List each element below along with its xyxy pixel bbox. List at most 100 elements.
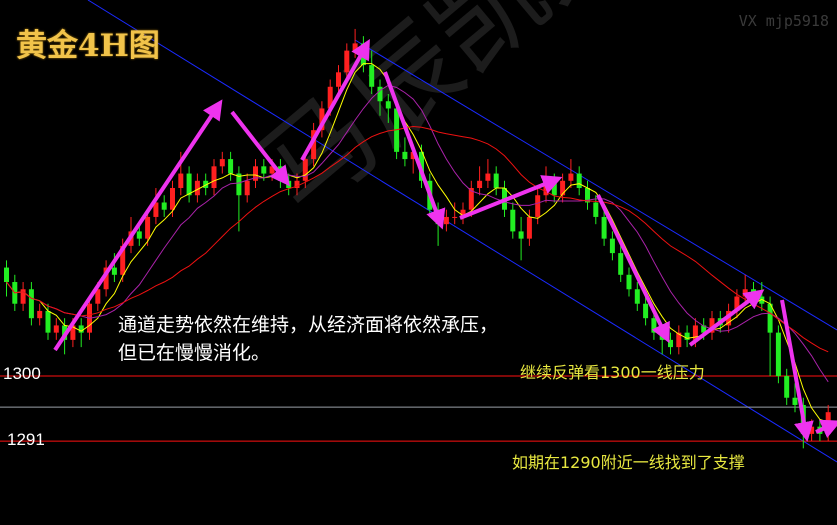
candle-body <box>410 151 416 160</box>
candle-body <box>186 173 192 196</box>
candle-body <box>369 65 375 87</box>
candle-body <box>767 303 773 333</box>
candle-body <box>634 289 640 304</box>
candle-body <box>535 195 541 217</box>
candle-body <box>103 267 109 290</box>
ma-mid-line <box>6 84 829 383</box>
candle-body <box>510 209 516 232</box>
candle-body <box>668 339 673 348</box>
candle-body <box>170 188 175 210</box>
candle-body <box>145 216 151 239</box>
candle-body <box>344 50 350 73</box>
candle-body <box>37 310 43 319</box>
contact-label: VX mjp5918 <box>738 12 829 30</box>
main-annotation-line-1: 通道走势依然在维持，从经济面将依然承压， <box>118 314 499 336</box>
candle-body <box>111 267 117 275</box>
candle-body <box>485 173 491 181</box>
candle-body <box>178 173 184 189</box>
candle-body <box>120 245 126 275</box>
trend-arrow <box>230 110 290 187</box>
candle-body <box>95 289 101 304</box>
main-annotation-line-2: 但已在慢慢消化。 <box>118 342 271 364</box>
level-label-1300: 1300 <box>3 364 41 383</box>
channel-upper-line <box>354 39 837 331</box>
candle-body <box>244 180 250 196</box>
candle-body <box>692 325 698 340</box>
candle-body <box>742 289 748 297</box>
candle-body <box>45 310 51 333</box>
candle-body <box>477 180 483 189</box>
candle-body <box>336 72 341 87</box>
candle-body <box>385 101 391 109</box>
candle-body <box>775 332 781 377</box>
candle-body <box>286 180 292 189</box>
trend-arrow <box>459 175 563 220</box>
candle-body <box>319 108 325 131</box>
candle-body <box>585 188 590 203</box>
trend-arrow <box>815 419 837 439</box>
trend-arrow <box>688 289 765 347</box>
candle-body <box>601 216 607 239</box>
trend-arrow <box>300 39 370 161</box>
candle-body <box>452 216 458 218</box>
candle-body <box>443 216 449 225</box>
trend-arrow <box>53 99 223 352</box>
candle-body <box>53 325 59 333</box>
candle-body <box>302 159 308 181</box>
level-label-1291: 1291 <box>7 430 45 449</box>
candle-body <box>20 289 26 304</box>
candle-body <box>402 151 408 160</box>
candle-body <box>219 159 225 167</box>
candle-body <box>709 318 715 333</box>
resistance-annotation: 继续反弹看1300一线压力 <box>520 363 705 382</box>
trend-arrow <box>780 299 814 442</box>
candle-body <box>261 166 267 174</box>
candle-body <box>211 166 217 189</box>
main-annotation: 通道走势依然在维持，从经济面将依然承压， 但已在慢慢消化。 <box>118 311 498 367</box>
candle-body <box>352 43 358 51</box>
candle-body <box>493 173 499 189</box>
candle-body <box>236 173 242 196</box>
candle-body <box>784 376 790 398</box>
candle-body <box>468 188 474 210</box>
candle-body <box>825 412 831 434</box>
candle-body <box>518 231 524 239</box>
candle-body <box>294 180 300 189</box>
candle-body <box>618 253 624 275</box>
candle-body <box>228 159 234 174</box>
candle-body <box>194 180 200 196</box>
candle-body <box>568 173 574 181</box>
ma-short-line <box>6 63 829 423</box>
candle-body <box>676 332 682 348</box>
candle-body <box>28 289 34 319</box>
candle-body <box>684 332 690 340</box>
candle-body <box>78 325 84 333</box>
chart-title: 黄金4H图 <box>16 28 160 64</box>
candle-body <box>792 397 798 405</box>
candle-body <box>4 267 9 283</box>
candle-body <box>311 130 317 160</box>
ma-long-line <box>6 125 829 353</box>
candle-body <box>560 180 566 196</box>
candle-body <box>253 166 258 181</box>
candle-body <box>377 86 383 102</box>
candle-body <box>626 274 632 290</box>
candle-body <box>153 202 159 217</box>
candle-body <box>327 86 333 109</box>
trend-arrow <box>596 194 670 344</box>
candle-body <box>609 238 615 254</box>
candle-body <box>593 202 599 217</box>
candle-body <box>460 209 466 217</box>
candle-body <box>136 231 142 239</box>
candle-body <box>70 325 76 340</box>
candle-body <box>809 426 815 434</box>
support-annotation: 如期在1290附近一线找到了支撑 <box>512 453 745 472</box>
candle-body <box>734 296 740 311</box>
candle-body <box>161 202 167 210</box>
candle-body <box>526 216 532 239</box>
candle-body <box>643 303 649 319</box>
candle-body <box>651 318 657 333</box>
candle-body <box>576 173 582 189</box>
trend-arrow <box>383 71 446 230</box>
